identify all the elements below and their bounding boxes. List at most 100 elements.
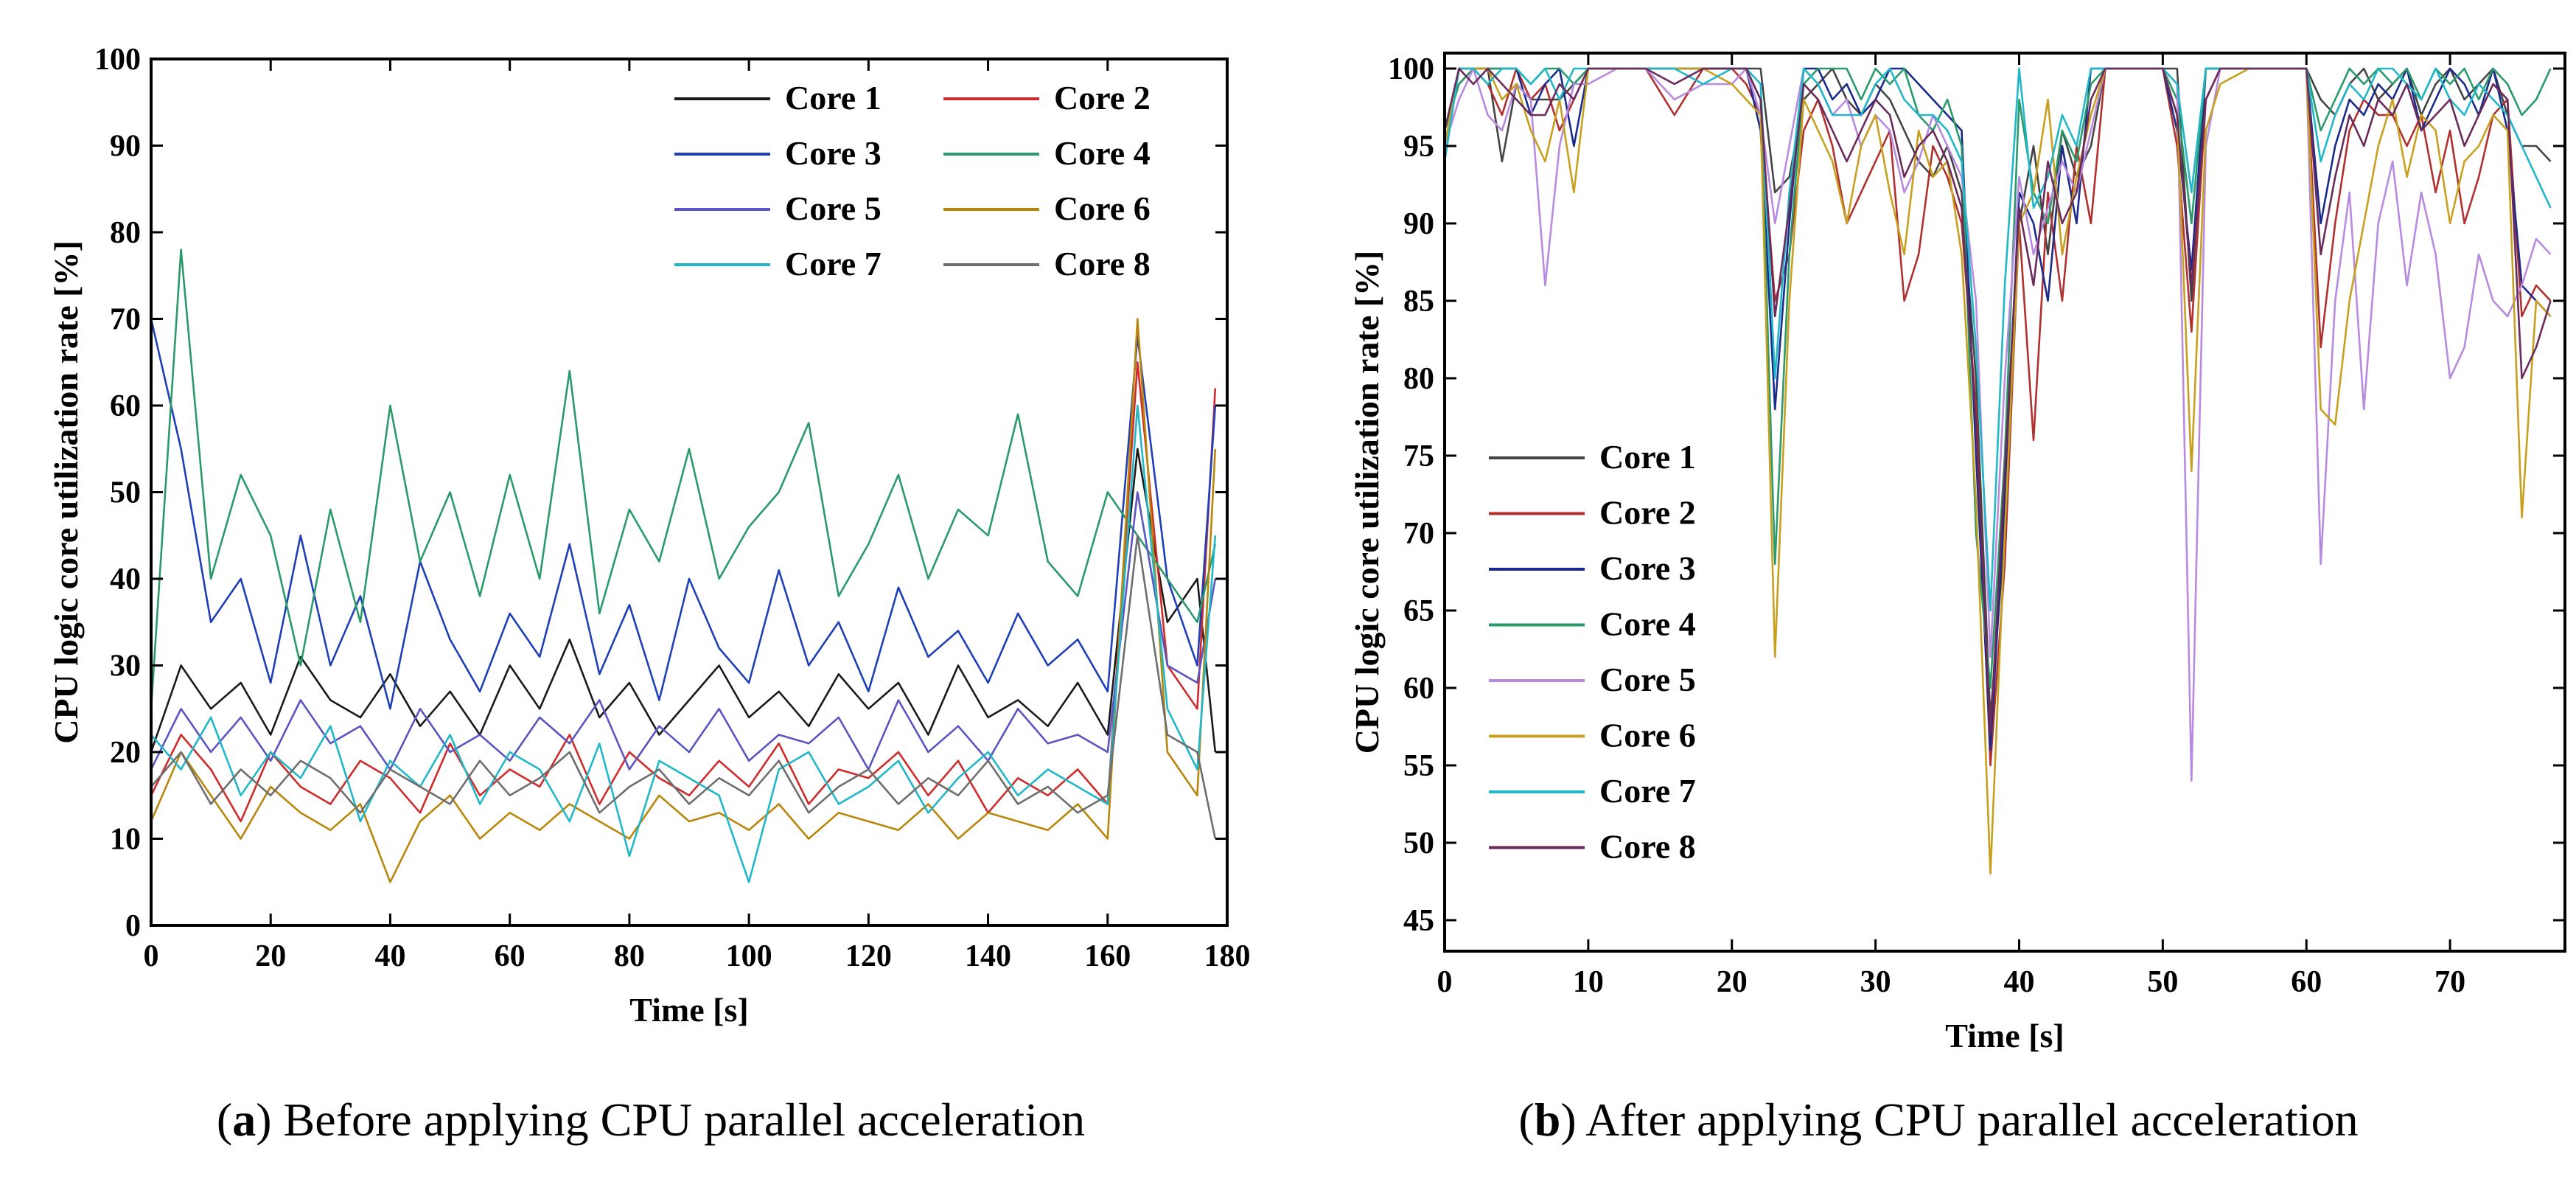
chart-a-ylabel: CPU logic core utilization rate [%] [47, 240, 85, 744]
chart-a-ytick-label: 20 [110, 736, 141, 770]
legend-label: Core 2 [1599, 494, 1696, 532]
legend-label: Core 3 [785, 134, 882, 172]
chart-a-xtick-label: 180 [1204, 939, 1251, 973]
chart-a-xtick-label: 80 [614, 939, 645, 973]
legend-item-a-4: Core 4 [943, 134, 1151, 172]
chart-a-ytick-label: 80 [110, 216, 141, 250]
legend-item-a-5: Core 5 [674, 189, 882, 227]
legend-label: Core 1 [785, 79, 882, 116]
chart-a-xtick-label: 60 [495, 939, 526, 973]
chart-a-series-core-2 [151, 361, 1217, 823]
legend-item-b-4: Core 4 [1489, 605, 1696, 643]
chart-b-legend: Core 1 Core 2 Core 3 Core 4 Core 5 Core 6 Core… [1489, 438, 1696, 866]
chart-panel-b: 0 10 20 30 40 50 60 70 45 50 55 60 65 70 75 80 85 90 95 100… [1348, 52, 2566, 1054]
chart-a-xtick-label: 40 [374, 939, 405, 973]
chart-b-ytick-label: 80 [1403, 362, 1434, 396]
chart-b-ytick-label: 85 [1403, 285, 1434, 319]
caption-a: (a) Before applying CPU parallel acceler… [217, 1093, 1085, 1146]
chart-b-series-core-3 [1445, 67, 2552, 751]
legend-item-b-2: Core 2 [1489, 494, 1696, 532]
chart-b-ytick-label: 100 [1388, 52, 1434, 86]
chart-panel-a: 0 20 40 60 80 100 120 140 160 180 0 10 20 30 40 50 60 70 8… [47, 43, 1251, 1029]
chart-a-xtick-label: 140 [965, 939, 1011, 973]
chart-a-legend: Core 1 Core 2 Core 3 Core 4 Core 5 Core 6 Core… [674, 79, 1151, 282]
chart-a-ytick-label: 50 [110, 476, 141, 510]
chart-a-xtick-label: 100 [726, 939, 772, 973]
legend-item-b-3: Core 3 [1489, 549, 1696, 587]
caption-a-text: Before applying CPU parallel acceleratio… [284, 1093, 1086, 1146]
chart-b-series-group [1445, 67, 2552, 875]
chart-a-xtick-label: 120 [845, 939, 892, 973]
chart-b-xtick-label: 10 [1573, 965, 1604, 999]
chart-a-ytick-label: 40 [110, 563, 141, 597]
chart-a-series-core-3 [151, 319, 1217, 710]
chart-b-ytick-label: 60 [1403, 672, 1434, 706]
chart-a-ytick-label: 100 [94, 43, 141, 77]
chart-a-series-group [151, 248, 1217, 883]
chart-b-xlabel: Time [s] [1945, 1017, 2064, 1054]
chart-b-xtick-label: 0 [1437, 965, 1453, 999]
chart-b-xtick-label: 20 [1717, 965, 1748, 999]
legend-item-a-2: Core 2 [943, 79, 1151, 116]
chart-a-series-core-7 [151, 404, 1217, 883]
chart-a-ytick-label: 60 [110, 389, 141, 423]
chart-a-series-core-8 [151, 534, 1217, 839]
legend-item-a-7: Core 7 [674, 245, 882, 282]
caption-b: (b) After applying CPU parallel accelera… [1518, 1093, 2358, 1146]
chart-a-series-core-4 [151, 248, 1217, 709]
legend-item-b-5: Core 5 [1489, 661, 1696, 698]
chart-a-series-core-1 [151, 448, 1217, 753]
legend-item-b-8: Core 8 [1489, 828, 1696, 866]
chart-a-axes: 0 20 40 60 80 100 120 140 160 180 0 10 20 30 40 50 60 70 8… [94, 43, 1251, 973]
legend-label: Core 8 [1599, 828, 1696, 866]
legend-label: Core 4 [1054, 134, 1151, 172]
caption-a-label: a [232, 1093, 256, 1146]
chart-a-xlabel: Time [s] [629, 991, 748, 1029]
legend-label: Core 1 [1599, 438, 1696, 476]
caption-b-label: b [1535, 1093, 1561, 1146]
legend-label: Core 2 [1054, 79, 1151, 116]
chart-a-ytick-label: 30 [110, 650, 141, 684]
chart-a-ytick-label: 10 [110, 823, 141, 857]
chart-a-xtick-label: 160 [1084, 939, 1131, 973]
chart-a-ytick-label: 70 [110, 303, 141, 337]
chart-b-ytick-label: 55 [1403, 749, 1434, 783]
chart-b-series-core-8 [1445, 67, 2552, 736]
chart-b-xtick-label: 40 [2003, 965, 2034, 999]
legend-item-b-1: Core 1 [1489, 438, 1696, 476]
chart-a-series-core-5 [151, 491, 1217, 771]
chart-b-ytick-label: 95 [1403, 130, 1434, 164]
chart-b-frame [1443, 52, 2566, 953]
legend-item-a-6: Core 6 [943, 189, 1151, 227]
legend-label: Core 4 [1599, 605, 1696, 643]
legend-item-a-1: Core 1 [674, 79, 882, 116]
chart-a-xtick-label: 20 [255, 939, 286, 973]
chart-b-ytick-label: 50 [1403, 827, 1434, 860]
legend-label: Core 8 [1054, 245, 1151, 282]
chart-a-ytick-label: 90 [110, 130, 141, 164]
chart-b-ytick-label: 70 [1403, 517, 1434, 551]
chart-b-ylabel: CPU logic core utilization rate [%] [1348, 251, 1386, 754]
chart-b-xtick-label: 50 [2147, 965, 2178, 999]
chart-b-ytick-label: 65 [1403, 594, 1434, 628]
legend-item-a-3: Core 3 [674, 134, 882, 172]
legend-label: Core 3 [1599, 549, 1696, 587]
legend-label: Core 7 [785, 245, 882, 282]
legend-item-b-6: Core 6 [1489, 717, 1696, 754]
legend-label: Core 7 [1599, 772, 1696, 810]
chart-a-ytick-label: 0 [125, 909, 141, 943]
legend-label: Core 6 [1054, 189, 1151, 227]
legend-item-a-8: Core 8 [943, 245, 1151, 282]
chart-a-xtick-label: 0 [144, 939, 159, 973]
legend-label: Core 5 [1599, 661, 1696, 698]
chart-b-xtick-label: 60 [2291, 965, 2322, 999]
legend-label: Core 6 [1599, 717, 1696, 754]
chart-a-series-core-6 [151, 318, 1217, 883]
chart-b-xtick-label: 70 [2434, 965, 2465, 999]
caption-b-text: After applying CPU parallel acceleration [1585, 1093, 2358, 1146]
legend-item-b-7: Core 7 [1489, 772, 1696, 810]
chart-b-ytick-label: 75 [1403, 439, 1434, 473]
chart-b-xtick-label: 30 [1860, 965, 1891, 999]
chart-b-axes: 0 10 20 30 40 50 60 70 45 50 55 60 65 70 75 80 85 90 95 100 [1388, 52, 2566, 999]
